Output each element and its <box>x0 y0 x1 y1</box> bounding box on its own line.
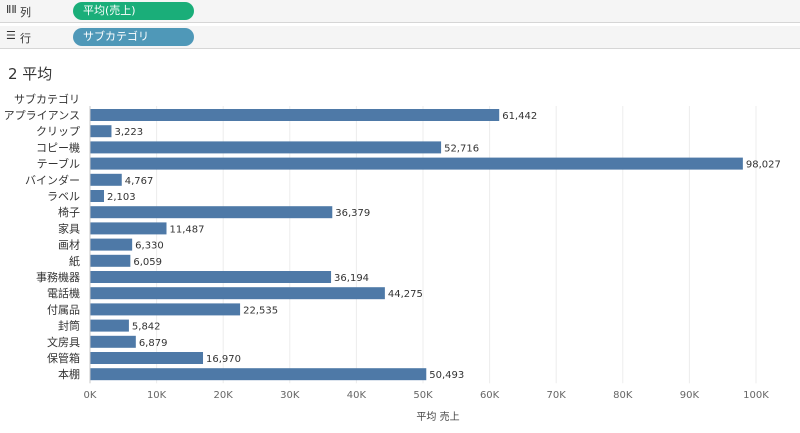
x-tick-label: 100K <box>743 390 769 401</box>
data-label: 36,379 <box>335 208 370 219</box>
category-label: 文房具 <box>47 335 80 349</box>
data-label: 61,442 <box>502 111 537 122</box>
bar[interactable] <box>90 352 204 364</box>
x-axis-title: 平均 売上 <box>416 410 459 423</box>
x-tick-label: 20K <box>214 390 234 401</box>
x-tick-label: 10K <box>147 390 167 401</box>
x-tick-label: 70K <box>547 390 567 401</box>
category-label: 付属品 <box>47 303 80 316</box>
category-label: 封筒 <box>58 319 80 333</box>
data-label: 4,767 <box>125 176 154 187</box>
category-label: 本棚 <box>58 367 80 381</box>
bar[interactable] <box>90 287 385 300</box>
bar[interactable] <box>90 335 136 348</box>
category-label: アプライアンス <box>4 109 80 122</box>
category-label: 事務機器 <box>36 270 80 284</box>
x-tick-label: 30K <box>280 390 300 401</box>
data-label: 44,275 <box>388 289 423 300</box>
data-label: 5,842 <box>132 322 161 333</box>
data-label: 50,493 <box>429 370 464 381</box>
rows-shelf: ☰ 行 サブカテゴリ <box>0 26 800 49</box>
bar[interactable] <box>90 238 133 251</box>
bar[interactable] <box>90 141 442 154</box>
data-label: 3,223 <box>114 127 143 138</box>
bar[interactable] <box>90 368 427 381</box>
category-label: テーブル <box>37 157 80 171</box>
data-label: 6,879 <box>139 338 168 349</box>
data-label: 16,970 <box>206 354 241 365</box>
rows-pill[interactable]: サブカテゴリ <box>73 28 194 46</box>
category-label: 画材 <box>58 238 80 252</box>
sheet-title: 2 平均 <box>8 65 53 83</box>
rows-shelf-label: 行 <box>20 32 31 45</box>
category-label: クリップ <box>36 125 80 138</box>
bar[interactable] <box>90 109 500 121</box>
category-label: コピー機 <box>36 140 80 154</box>
bar[interactable] <box>90 206 333 219</box>
data-label: 52,716 <box>444 143 479 154</box>
x-tick-label: 60K <box>480 390 500 401</box>
bar[interactable] <box>90 125 112 138</box>
rows-icon: ☰ <box>6 29 16 42</box>
category-label: バインダー <box>25 173 80 187</box>
data-label: 98,027 <box>746 160 781 171</box>
x-tick-label: 40K <box>347 390 367 401</box>
x-tick-label: 80K <box>613 390 633 401</box>
columns-shelf-label: 列 <box>20 6 31 19</box>
bar[interactable] <box>90 254 131 267</box>
data-label: 6,059 <box>133 257 162 268</box>
category-label: ラベル <box>47 190 80 203</box>
bar[interactable] <box>90 271 332 283</box>
category-label: 電話機 <box>47 286 80 300</box>
bar[interactable] <box>90 222 167 235</box>
bar[interactable] <box>90 303 241 316</box>
bar[interactable] <box>90 173 122 186</box>
category-label: 椅子 <box>58 205 80 219</box>
x-tick-label: 0K <box>84 390 97 401</box>
x-tick-label: 90K <box>680 390 700 401</box>
category-label: 紙 <box>69 254 80 268</box>
bar[interactable] <box>90 190 105 202</box>
columns-shelf: ⅡⅡ 列 平均(売上) <box>0 0 800 23</box>
data-label: 6,330 <box>135 241 164 252</box>
category-label: 家具 <box>58 221 80 235</box>
category-label: 保管箱 <box>47 351 80 365</box>
bar[interactable] <box>90 319 129 332</box>
x-tick-label: 50K <box>413 390 433 401</box>
columns-icon: ⅡⅡ <box>6 3 17 16</box>
columns-pill[interactable]: 平均(売上) <box>73 2 194 20</box>
category-header: サブカテゴリ <box>14 92 80 106</box>
data-label: 36,194 <box>334 273 369 284</box>
bar[interactable] <box>90 157 743 170</box>
data-label: 2,103 <box>107 192 136 203</box>
data-label: 22,535 <box>243 305 278 316</box>
data-label: 11,487 <box>170 224 205 235</box>
